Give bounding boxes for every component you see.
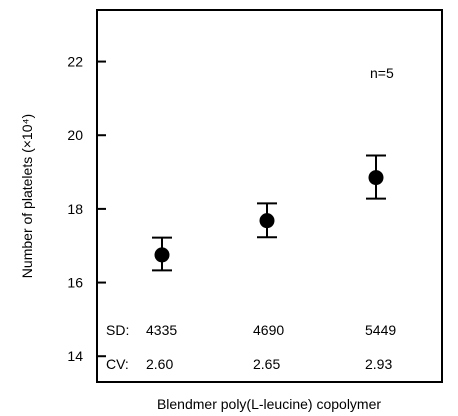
cv-value-2: 2.65 — [253, 356, 280, 372]
sd-value-3: 5449 — [365, 322, 396, 338]
sd-value-2: 4690 — [253, 322, 284, 338]
cv-value-1: 2.60 — [146, 356, 173, 372]
data-marks — [152, 154, 386, 272]
y-axis-title: Number of platelets (×10⁴) — [19, 114, 35, 278]
y-tick-label: 20 — [67, 127, 83, 143]
plot-frame — [96, 9, 443, 383]
annotation-n: n=5 — [370, 65, 394, 81]
data-point — [154, 247, 170, 263]
y-tick-label: 22 — [67, 54, 83, 70]
y-tick-label: 18 — [67, 201, 83, 217]
cv-value-3: 2.93 — [365, 356, 392, 372]
y-axis-ticks: 14 16 18 20 22 — [67, 54, 106, 364]
data-point — [368, 170, 384, 186]
y-tick-label: 14 — [67, 348, 83, 364]
x-axis-title: Blendmer poly(L-leucine) copolymer — [157, 396, 381, 412]
data-point — [259, 213, 275, 229]
sd-value-1: 4335 — [146, 322, 177, 338]
cv-label: CV: — [106, 356, 129, 372]
y-tick-label: 16 — [67, 275, 83, 291]
sd-label: SD: — [106, 322, 129, 338]
